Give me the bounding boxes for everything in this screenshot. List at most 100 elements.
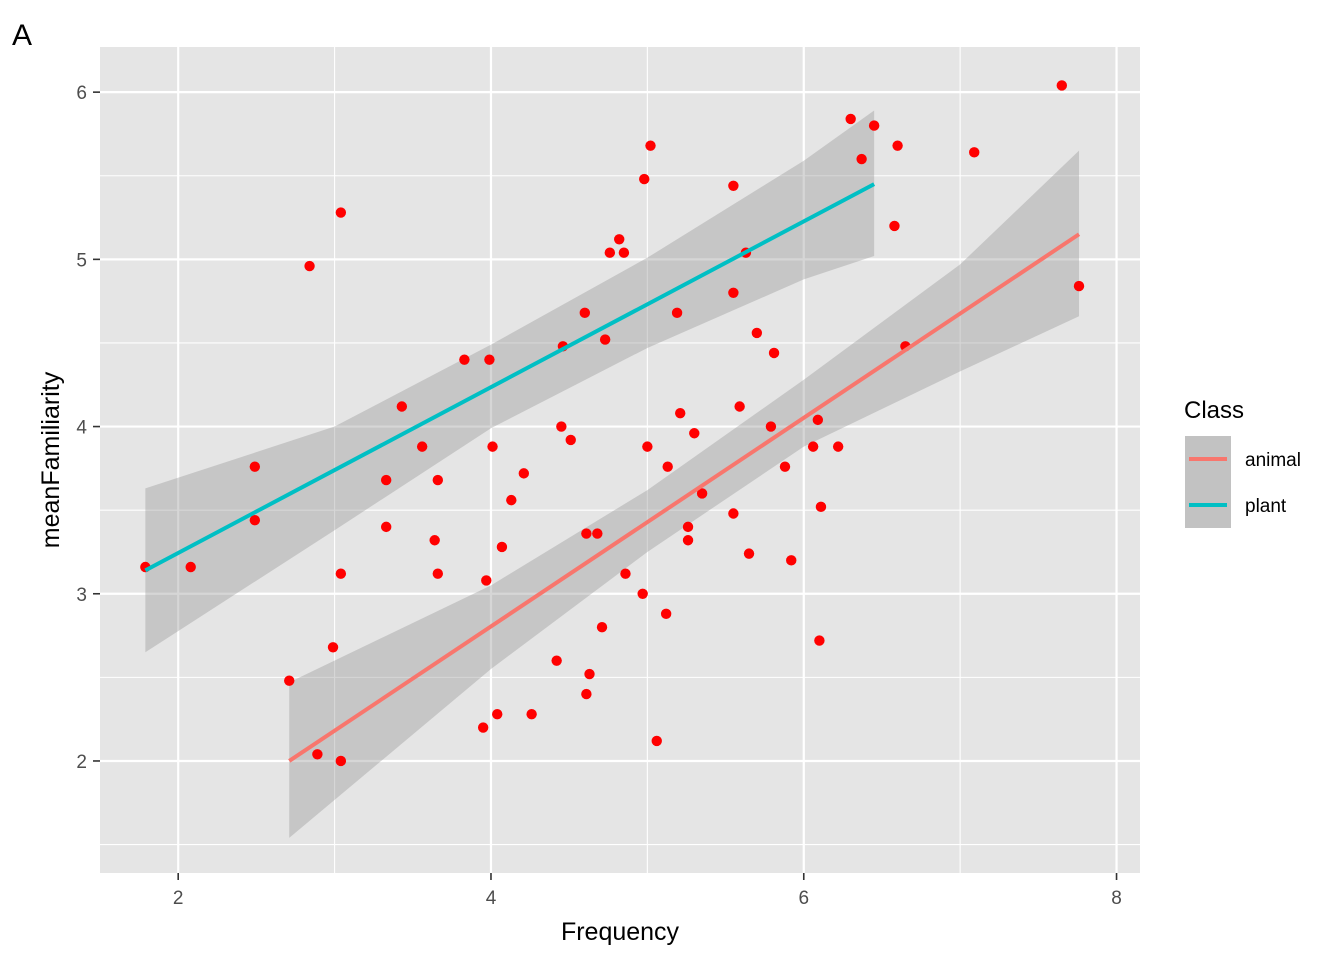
data-point: [432, 474, 444, 486]
y-tick-label: 4: [76, 418, 87, 439]
data-point: [728, 508, 739, 519]
data-point: [814, 635, 825, 646]
grid-lines: [100, 47, 1140, 873]
data-point: [429, 535, 440, 546]
data-point: [889, 220, 900, 232]
data-point: [637, 588, 648, 599]
confidence-band-plant: [145, 110, 875, 653]
data-point: [618, 247, 630, 258]
data-point: [620, 568, 631, 579]
data-point: [518, 468, 530, 479]
data-point: [662, 461, 673, 472]
regression-line-plant: [144, 182, 876, 573]
confidence-bands: [145, 110, 1080, 838]
data-point: [556, 421, 567, 432]
x-axis-ticks: 2 4 6 8: [173, 873, 1122, 909]
data-point: [969, 147, 980, 158]
legend-label-animal: animal: [1245, 450, 1301, 471]
x-tick-label: 2: [173, 888, 184, 909]
data-point: [249, 461, 261, 472]
data-point: [487, 441, 498, 452]
regression-line-animal: [288, 232, 1081, 763]
data-point: [1056, 80, 1068, 91]
data-point: [416, 441, 428, 452]
data-point: [651, 735, 662, 747]
data-point: [845, 113, 856, 125]
data-point: [592, 528, 603, 539]
y-tick-label: 3: [76, 585, 87, 606]
data-point: [892, 140, 903, 151]
data-point: [477, 722, 489, 733]
data-point: [506, 494, 517, 506]
data-point: [868, 120, 880, 131]
x-tick-label: 8: [1111, 888, 1122, 909]
data-point: [335, 207, 347, 218]
data-point: [645, 140, 656, 151]
data-point: [779, 461, 791, 472]
plot-panel: [100, 47, 1140, 873]
data-point: [312, 749, 323, 760]
data-point: [743, 548, 755, 559]
data-point: [642, 441, 653, 452]
data-point: [492, 708, 503, 720]
data-point: [581, 688, 592, 700]
data-point: [734, 401, 745, 412]
data-point: [484, 354, 495, 365]
data-point: [335, 755, 347, 767]
data-point: [481, 575, 492, 586]
y-axis-title: meanFamiliarity: [37, 371, 65, 548]
data-point: [565, 434, 576, 446]
data-point: [728, 180, 739, 191]
data-point: [682, 521, 694, 533]
y-tick-label: 5: [76, 250, 87, 271]
data-point: [689, 428, 700, 439]
y-tick-label: 2: [76, 752, 87, 773]
data-point: [660, 608, 672, 620]
legend-title: Class: [1184, 397, 1244, 424]
data-point: [768, 347, 780, 359]
data-point: [459, 354, 470, 365]
data-point: [728, 287, 739, 298]
data-point: [812, 414, 824, 426]
legend: Class animal plant: [1184, 397, 1301, 528]
panel-tag: A: [12, 19, 32, 52]
data-point: [327, 642, 339, 653]
y-tick-label: 6: [76, 83, 87, 104]
confidence-band-animal: [289, 150, 1080, 838]
data-point: [526, 708, 537, 720]
data-point: [671, 307, 683, 319]
data-point: [380, 521, 392, 533]
x-tick-label: 6: [798, 888, 809, 909]
data-point: [786, 555, 797, 566]
data-point: [551, 655, 562, 666]
data-point: [815, 501, 827, 513]
data-point: [581, 528, 592, 539]
data-point: [496, 541, 508, 553]
data-point: [639, 173, 650, 185]
data-point: [304, 260, 315, 272]
legend-label-plant: plant: [1245, 496, 1287, 517]
data-point: [856, 153, 867, 165]
x-tick-label: 4: [486, 888, 497, 909]
data-point: [599, 334, 611, 345]
data-point: [696, 488, 708, 499]
data-point: [807, 441, 819, 452]
data-point: [682, 535, 694, 546]
data-point: [584, 668, 595, 680]
x-axis-title: Frequency: [561, 918, 680, 946]
y-axis-ticks: 2 3 4 5 6: [76, 83, 100, 773]
data-point: [751, 327, 763, 339]
data-point: [249, 514, 261, 526]
data-point: [284, 675, 295, 686]
data-point: [432, 568, 444, 579]
data-point: [765, 421, 777, 432]
data-point: [185, 561, 196, 573]
data-point: [675, 407, 686, 419]
regression-lines: [144, 182, 1081, 763]
data-point: [614, 234, 625, 245]
data-point: [579, 307, 591, 319]
data-point: [396, 401, 408, 412]
data-point: [380, 474, 392, 486]
data-point: [1073, 280, 1085, 292]
